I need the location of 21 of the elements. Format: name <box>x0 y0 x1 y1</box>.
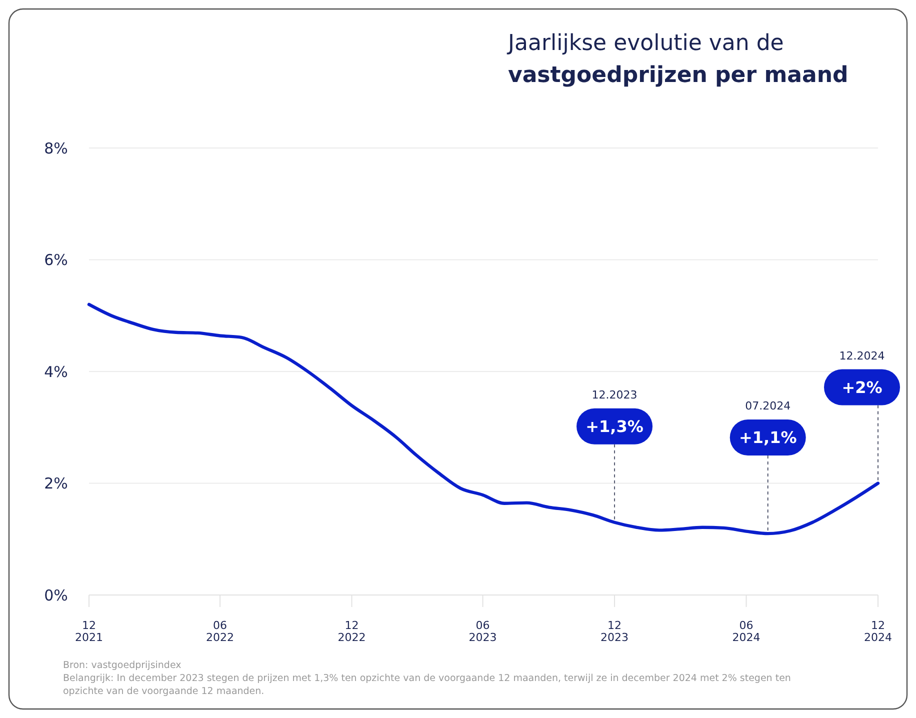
annotation: +1,1% <box>738 428 797 448</box>
x-tick-label: 12 2024 <box>864 619 892 644</box>
x-tick-label: 06 2024 <box>732 619 760 644</box>
chart-title: Jaarlijkse evolutie van de vastgoedprijzen per maand <box>506 31 848 88</box>
annotation: 12.2024 <box>839 349 885 362</box>
annotation: +1,3% <box>586 416 644 436</box>
x-tick-label: 06 2022 <box>206 619 234 644</box>
y-tick-label: 6% <box>44 251 68 269</box>
y-tick-label: 8% <box>44 139 68 158</box>
y-tick-label: 0% <box>44 586 68 604</box>
annotation: 12.2023 <box>592 388 638 402</box>
text: Bron: vastgoedprijsindex <box>63 660 182 671</box>
y-tick-label: 2% <box>44 474 68 492</box>
x-tick-label: 12 2021 <box>75 619 103 644</box>
text: Belangrijk: In december 2023 stegen de prijzen met 1,3% ten opzichte van de voorgaande 12 maanden, terwijl ze in december 2024 met 2% stegen ten opzichte van de voorgaande 12 maanden. <box>63 673 791 697</box>
annotation: 07.2024 <box>745 400 791 413</box>
x-tick-label: 06 2023 <box>468 619 497 644</box>
annotation: +2% <box>842 378 882 397</box>
x-tick-label: 12 2023 <box>600 619 629 644</box>
y-tick-label: 4% <box>44 362 68 381</box>
x-tick-label: 12 2022 <box>338 619 366 644</box>
